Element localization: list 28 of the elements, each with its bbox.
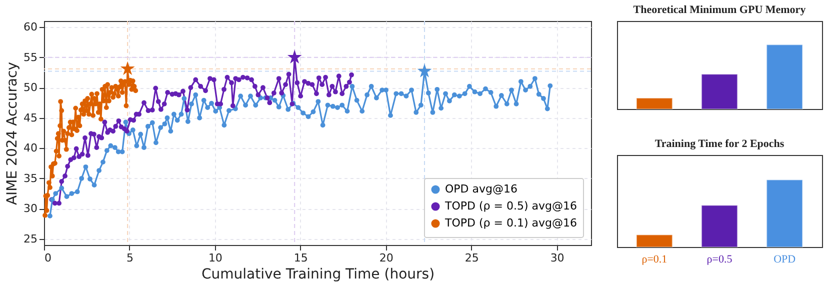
- legend-label: OPD avg@16: [445, 182, 518, 196]
- y-tick-label: 40: [24, 142, 38, 155]
- x-tick-label: 30: [550, 252, 564, 264]
- x-tick-label: 10: [208, 252, 222, 264]
- legend-label: TOPD (ρ = 0.1) avg@16: [444, 216, 577, 230]
- y-tick-label: 30: [24, 202, 38, 216]
- y-tick-label: 55: [24, 50, 38, 64]
- y-tick-label: 25: [24, 232, 38, 246]
- point: [287, 50, 302, 64]
- x-tick-label: 0: [44, 252, 52, 264]
- x-tick-label: OPD: [774, 254, 796, 266]
- y-tick-label: 60: [24, 20, 38, 34]
- chart-title: Training Time for 2 Epochs: [654, 138, 785, 150]
- x-tick-label: ρ=0.5: [706, 254, 733, 266]
- x-tick-label: 15: [294, 252, 308, 264]
- x-tick-label: ρ=0.1: [642, 254, 668, 266]
- point: [417, 64, 432, 78]
- x-tick-label: 20: [379, 252, 394, 264]
- y-tick-label: 50: [24, 81, 38, 94]
- x-axis-title: Cumulative Training Time (hours): [201, 266, 435, 282]
- x-tick-label: 25: [464, 252, 479, 264]
- x-tick-label: 5: [126, 252, 134, 264]
- y-tick-label: 45: [24, 111, 38, 124]
- point: [120, 61, 135, 75]
- chart-title: Theoretical Minimum GPU Memory: [633, 4, 806, 16]
- y-tick-label: 35: [24, 172, 38, 185]
- legend-label: TOPD (ρ = 0.5) avg@16: [444, 200, 577, 212]
- y-axis-title: AIME 2024 Accuracy: [4, 62, 21, 206]
